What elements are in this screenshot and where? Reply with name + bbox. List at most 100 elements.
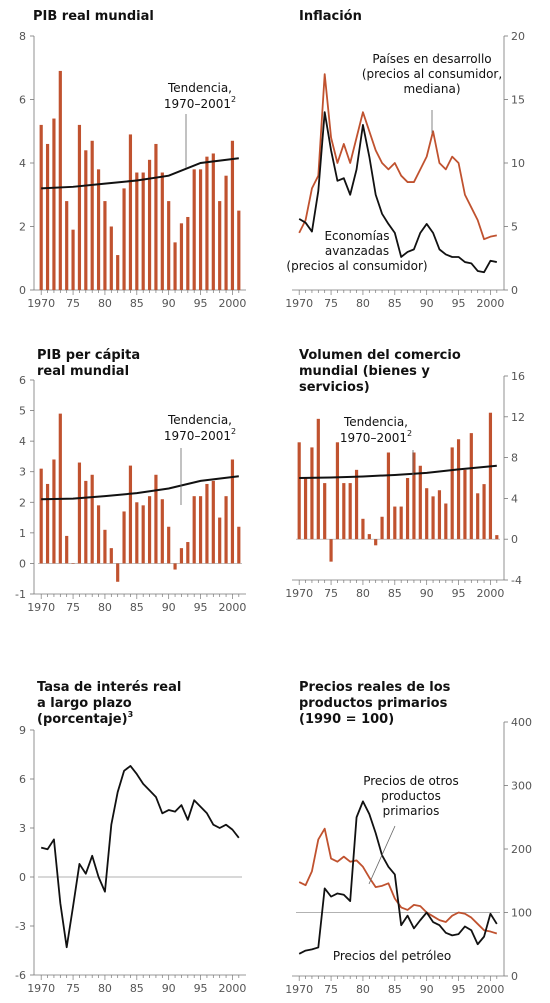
x-tick-label: 95 bbox=[452, 983, 466, 996]
bar bbox=[412, 452, 416, 540]
trend-label-line: Tendencia, bbox=[167, 81, 232, 95]
series-label-line: Precios de otros bbox=[363, 774, 459, 788]
bar bbox=[128, 465, 133, 564]
x-tick-label: 95 bbox=[194, 297, 208, 310]
y-tick-label: 20 bbox=[511, 30, 525, 43]
x-tick-label: 75 bbox=[66, 601, 80, 614]
bar bbox=[361, 518, 365, 540]
bar bbox=[141, 505, 145, 564]
x-tick-label: 1970 bbox=[27, 601, 55, 614]
bar bbox=[96, 505, 101, 564]
x-tick-label: 95 bbox=[194, 982, 208, 995]
bar bbox=[58, 413, 62, 564]
bar bbox=[192, 169, 196, 290]
x-tick-label: 90 bbox=[162, 982, 176, 995]
x-tick-label: 95 bbox=[452, 587, 466, 600]
bar bbox=[173, 242, 177, 290]
bar bbox=[154, 474, 158, 564]
x-tick-label: 90 bbox=[420, 587, 434, 600]
bar bbox=[224, 175, 228, 290]
bar bbox=[45, 143, 50, 290]
bar bbox=[482, 484, 486, 540]
x-tick-label: 2000 bbox=[218, 982, 246, 995]
bar bbox=[122, 188, 126, 290]
x-tick-label: 95 bbox=[452, 297, 466, 310]
bar bbox=[141, 172, 145, 290]
series-label-line: Países en desarrollo bbox=[372, 52, 491, 66]
bar bbox=[65, 201, 69, 290]
y-tick-label: -6 bbox=[15, 969, 26, 982]
bar bbox=[116, 255, 120, 290]
series-label-line: Economías bbox=[324, 229, 389, 243]
bar bbox=[348, 483, 352, 540]
chart-title-line: Precios reales de los bbox=[299, 680, 451, 695]
bar bbox=[39, 468, 43, 564]
chart-title-line: Volumen del comercio bbox=[299, 348, 461, 363]
bar bbox=[122, 511, 126, 564]
bar bbox=[224, 496, 228, 564]
x-tick-label: 80 bbox=[356, 983, 370, 996]
y-tick-label: 2 bbox=[19, 221, 26, 234]
y-tick-label: 0 bbox=[19, 284, 26, 297]
bar bbox=[90, 474, 94, 564]
bar bbox=[342, 483, 346, 540]
trend-label-line: 1970–20012 bbox=[340, 429, 412, 445]
x-tick-label: 80 bbox=[356, 587, 370, 600]
bar bbox=[431, 496, 435, 540]
bar bbox=[45, 483, 50, 564]
bar bbox=[495, 535, 499, 540]
bar bbox=[386, 452, 391, 540]
y-tick-label: 0 bbox=[511, 970, 518, 983]
bar bbox=[71, 563, 75, 564]
y-tick-label: 0 bbox=[19, 557, 26, 570]
bar bbox=[116, 563, 120, 582]
bar bbox=[237, 526, 241, 564]
series-label-line: avanzadas bbox=[325, 244, 389, 258]
y-tick-label: 8 bbox=[511, 452, 518, 465]
y-tick-label: 6 bbox=[19, 94, 26, 107]
x-tick-label: 1970 bbox=[285, 297, 313, 310]
bar bbox=[211, 153, 215, 290]
bar bbox=[109, 548, 113, 564]
y-tick-label: 4 bbox=[511, 492, 518, 505]
y-tick-label: 10 bbox=[511, 157, 525, 170]
bar bbox=[128, 134, 133, 290]
x-tick-label: 1970 bbox=[27, 982, 55, 995]
bar bbox=[179, 548, 184, 564]
y-tick-label: 0 bbox=[511, 533, 518, 546]
chart-inflation: Inflación 0 5 10 15 20 1970 75 80 85 90 95 2000 Paíse… bbox=[285, 9, 525, 310]
x-tick-label: 2000 bbox=[476, 587, 504, 600]
series-label-line: mediana) bbox=[403, 82, 460, 96]
bar bbox=[450, 447, 454, 540]
bar bbox=[418, 465, 422, 540]
y-tick-label: 12 bbox=[511, 411, 525, 424]
bar bbox=[167, 526, 171, 564]
chart-title-line: (porcentaje)3 bbox=[37, 710, 133, 727]
bar bbox=[456, 439, 461, 540]
bar bbox=[476, 493, 480, 540]
bar bbox=[192, 496, 196, 564]
x-tick-label: 85 bbox=[130, 601, 144, 614]
chart-title-line: mundial (bienes y bbox=[299, 364, 430, 379]
series-label-line: Precios del petróleo bbox=[333, 949, 451, 963]
x-tick-label: 80 bbox=[98, 601, 112, 614]
y-tick-label: 6 bbox=[19, 374, 26, 387]
bar bbox=[154, 143, 158, 290]
x-tick-label: 95 bbox=[194, 601, 208, 614]
x-tick-label: 1970 bbox=[285, 983, 313, 996]
series-line bbox=[40, 765, 240, 949]
x-tick-label: 75 bbox=[66, 982, 80, 995]
y-tick-label: 4 bbox=[19, 157, 26, 170]
y-tick-label: 2 bbox=[19, 496, 26, 509]
bar bbox=[147, 496, 152, 564]
x-tick-label: 80 bbox=[98, 297, 112, 310]
y-tick-label: 8 bbox=[19, 30, 26, 43]
series-line bbox=[298, 827, 498, 935]
chart-gdp: PIB real mundial 0 2 4 6 8 1970 75 80 85 90 95 2000 T… bbox=[19, 9, 246, 310]
x-tick-label: 85 bbox=[130, 297, 144, 310]
series-label-line: (precios al consumidor, bbox=[362, 67, 502, 81]
trend-line bbox=[41, 157, 239, 190]
bar bbox=[437, 490, 442, 540]
